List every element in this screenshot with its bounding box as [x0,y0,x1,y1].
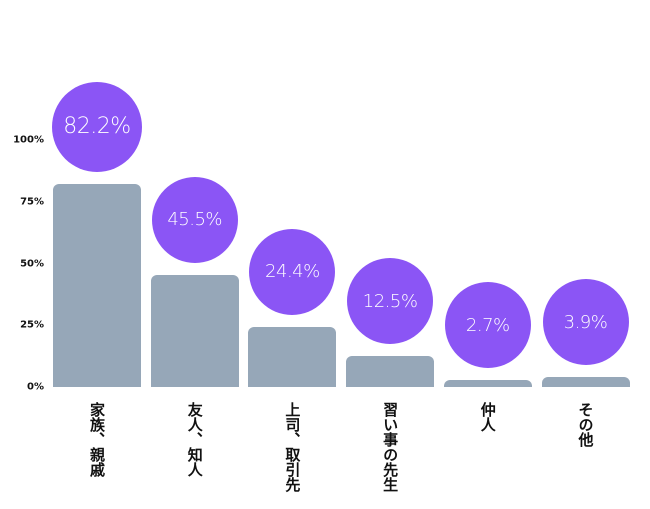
x-category-label: 家族、親戚 [88,402,106,477]
value-bubble: 24.4% [249,228,336,315]
bar [346,356,435,387]
x-category-label: 仲人 [478,402,497,432]
x-category-label: その他 [576,402,595,447]
bar [443,380,532,387]
y-tick-label: 0% [27,381,44,393]
y-tick-label: 25% [20,319,44,331]
x-category-label: 習い事の先生 [381,402,400,492]
value-bubble: 82.2% [52,81,142,172]
y-tick-label: 75% [20,196,44,208]
bar [541,377,630,387]
x-category-label: 友人、知人 [185,402,204,477]
x-category-label: 上司、取引先 [283,402,302,492]
value-bubble: 2.7% [444,282,531,369]
value-bubble: 45.5% [151,176,238,263]
bar [150,274,239,387]
y-tick-label: 100% [13,134,44,146]
bar [53,183,141,387]
value-bubble: 12.5% [347,258,434,345]
y-tick-label: 50% [20,258,44,269]
bar [248,326,337,387]
value-bubble: 3.9% [542,279,629,366]
